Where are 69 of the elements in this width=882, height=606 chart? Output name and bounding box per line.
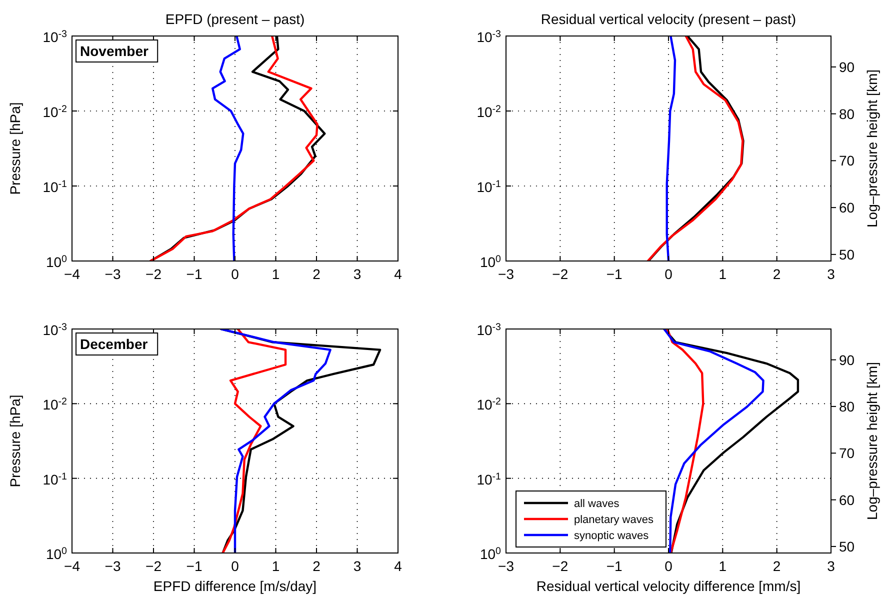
chart-title: EPFD (present – past): [165, 11, 305, 27]
y-tick-label: 10$^{-1}$: [476, 178, 501, 195]
x-tick-label: −3: [104, 266, 121, 282]
x-tick-label: 1: [272, 558, 280, 574]
x-tick-label: −2: [146, 266, 162, 282]
x-tick-label: 4: [394, 558, 402, 574]
y2-tick-label: 80: [839, 398, 855, 414]
x-tick-label: 3: [827, 558, 836, 574]
y-tick-label: 10$^{-2}$: [476, 104, 501, 120]
y-axis-title: Pressure [hPa]: [7, 394, 23, 488]
y-axis-title: Pressure [hPa]: [7, 102, 23, 195]
x-tick-label: 0: [231, 266, 240, 282]
y-tick-label: 10$^{-2}$: [476, 396, 501, 413]
x-tick-label: 2: [772, 266, 781, 282]
y2-tick-label: 60: [839, 200, 855, 216]
x-tick-label: −1: [186, 558, 202, 574]
legend-label: all waves: [574, 498, 620, 510]
line-series: [663, 329, 764, 553]
x-tick-label: 1: [718, 558, 727, 574]
annotation: December: [80, 336, 148, 352]
y2-tick-label: 90: [839, 352, 855, 368]
y2-tick-label: 70: [839, 152, 855, 169]
line-series: [220, 329, 332, 553]
annotation: November: [80, 43, 150, 59]
x-tick-label: 0: [664, 266, 673, 282]
line-series: [211, 36, 244, 261]
chart-title: Residual vertical velocity (present – past): [540, 11, 796, 27]
legend-label: synoptic waves: [574, 530, 650, 542]
y2-tick-label: 80: [839, 106, 855, 122]
y2-axis-title: Log–pressure height [km]: [864, 362, 880, 520]
y2-tick-label: 50: [839, 246, 855, 262]
y-tick-label: 10$^{-1}$: [476, 470, 501, 488]
y2-tick-label: 50: [839, 538, 855, 554]
x-tick-label: 0: [231, 558, 240, 574]
y-tick-label: 10$^{-1}$: [42, 178, 67, 195]
x-tick-label: 1: [718, 266, 727, 282]
y-tick-label: 10$^{-2}$: [42, 104, 67, 120]
y2-tick-label: 90: [839, 58, 855, 75]
x-tick-label: 3: [353, 558, 362, 574]
y-tick-label: 10$^{-3}$: [476, 322, 502, 338]
x-tick-label: 3: [353, 266, 362, 282]
legend-label: planetary waves: [574, 514, 654, 526]
y-tick-label: 10$^{-3}$: [42, 28, 68, 45]
x-tick-label: 4: [394, 266, 402, 282]
x-tick-label: −2: [552, 266, 568, 282]
y2-tick-label: 70: [839, 445, 855, 462]
x-tick-label: −1: [186, 266, 202, 282]
x-tick-label: −1: [606, 266, 623, 282]
x-tick-label: −1: [606, 558, 623, 574]
x-tick-label: 3: [827, 266, 836, 282]
x-tick-label: 2: [772, 558, 781, 574]
y-tick-label: 10$^{-3}$: [42, 322, 68, 338]
x-axis-title: Residual vertical velocity difference [mm/s]: [536, 578, 801, 594]
y2-axis-title: Log–pressure height [km]: [864, 70, 880, 228]
x-tick-label: 2: [312, 266, 321, 282]
y2-tick-label: 60: [839, 492, 855, 508]
x-tick-label: 2: [312, 558, 321, 574]
y-tick-label: 10$^{-1}$: [42, 470, 67, 488]
line-series: [222, 329, 287, 553]
x-tick-label: −3: [104, 558, 121, 574]
x-tick-label: 0: [664, 558, 673, 574]
x-tick-label: 1: [272, 266, 280, 282]
y-tick-label: 10$^{-3}$: [476, 28, 502, 45]
line-series: [666, 36, 676, 261]
y-tick-label: 10$^{-2}$: [42, 396, 67, 413]
x-axis-title: EPFD difference [m/s/day]: [153, 578, 317, 594]
x-tick-label: −2: [552, 558, 568, 574]
x-tick-label: −2: [146, 558, 162, 574]
line-series: [666, 329, 704, 553]
